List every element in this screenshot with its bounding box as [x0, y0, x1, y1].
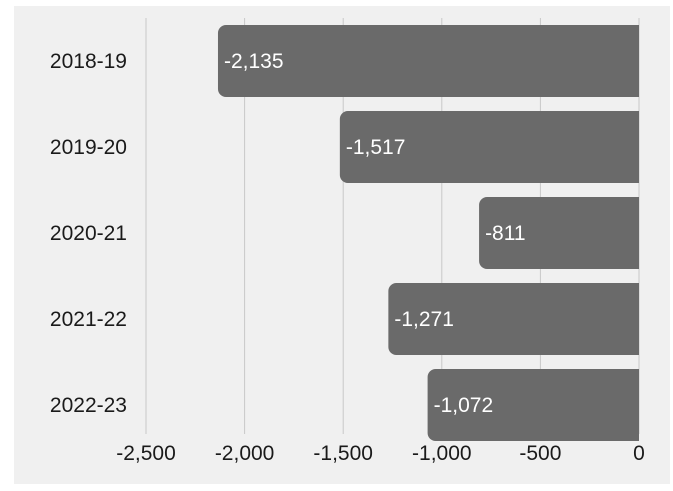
bar-edge — [629, 25, 639, 97]
category-label: 2020-21 — [50, 222, 127, 245]
x-tick-label: 0 — [633, 442, 645, 465]
category-label: 2018-19 — [50, 50, 127, 73]
bar — [388, 283, 639, 355]
bar-data-label: -1,517 — [346, 136, 406, 159]
x-tick-label: -2,500 — [116, 442, 176, 465]
bar — [479, 197, 639, 269]
bar-data-label: -1,072 — [434, 394, 494, 417]
bar — [339, 111, 639, 183]
x-tick-label: -2,000 — [215, 442, 275, 465]
bar-edge — [629, 369, 639, 441]
bar-data-label: -811 — [485, 222, 525, 245]
x-tick-label: -500 — [519, 442, 561, 465]
bar-edge — [629, 197, 639, 269]
bars: -2,135 -1,517 -811 -1,271 -1,072 — [217, 25, 639, 441]
bar-edge — [629, 111, 639, 183]
bar-data-label: -1,271 — [394, 308, 454, 331]
bar — [427, 369, 639, 441]
category-label: 2021-22 — [50, 308, 127, 331]
category-label: 2019-20 — [50, 136, 127, 159]
category-labels: 2018-19 2019-20 2020-21 2021-22 2022-23 — [50, 50, 127, 417]
bar-edge — [629, 283, 639, 355]
x-tick-label: -1,000 — [412, 442, 472, 465]
bar-data-label: -2,135 — [224, 50, 284, 73]
x-tick-label: -1,500 — [313, 442, 373, 465]
chart-panel: -2,135 -1,517 -811 -1,271 -1,072 2018-19 2019… — [14, 6, 670, 484]
bar-chart: -2,135 -1,517 -811 -1,271 -1,072 2018-19 2019… — [50, 18, 645, 465]
bar — [217, 25, 639, 97]
category-label: 2022-23 — [50, 394, 127, 417]
x-axis-tick-labels: -2,500 -2,000 -1,500 -1,000 -500 0 — [116, 442, 645, 465]
